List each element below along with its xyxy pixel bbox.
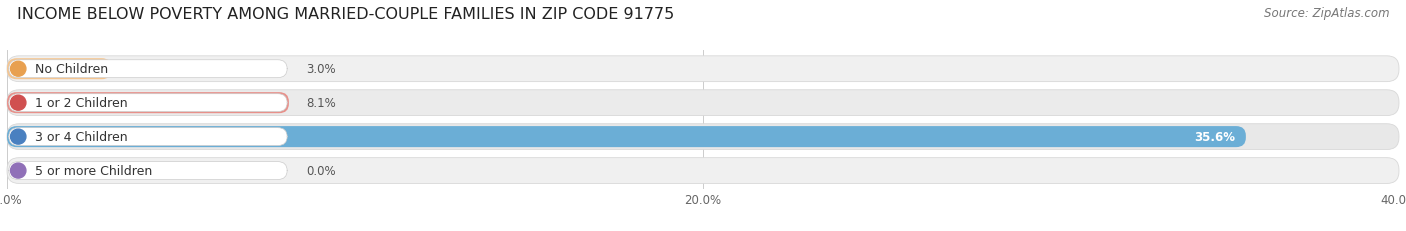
Text: 3.0%: 3.0% xyxy=(307,63,336,76)
Text: 0.0%: 0.0% xyxy=(307,164,336,177)
FancyBboxPatch shape xyxy=(8,162,287,180)
Circle shape xyxy=(10,163,25,178)
FancyBboxPatch shape xyxy=(7,59,111,80)
Circle shape xyxy=(10,130,25,145)
Text: 5 or more Children: 5 or more Children xyxy=(35,164,152,177)
FancyBboxPatch shape xyxy=(7,93,288,114)
FancyBboxPatch shape xyxy=(7,158,1399,184)
Text: 35.6%: 35.6% xyxy=(1195,131,1236,143)
Text: Source: ZipAtlas.com: Source: ZipAtlas.com xyxy=(1264,7,1389,20)
FancyBboxPatch shape xyxy=(7,127,1246,148)
FancyBboxPatch shape xyxy=(8,128,287,146)
Text: 3 or 4 Children: 3 or 4 Children xyxy=(35,131,127,143)
FancyBboxPatch shape xyxy=(7,124,1399,150)
Circle shape xyxy=(10,62,25,77)
Circle shape xyxy=(10,96,25,111)
Text: 8.1%: 8.1% xyxy=(307,97,336,110)
Text: INCOME BELOW POVERTY AMONG MARRIED-COUPLE FAMILIES IN ZIP CODE 91775: INCOME BELOW POVERTY AMONG MARRIED-COUPL… xyxy=(17,7,673,22)
Text: 1 or 2 Children: 1 or 2 Children xyxy=(35,97,127,110)
FancyBboxPatch shape xyxy=(8,94,287,112)
FancyBboxPatch shape xyxy=(7,90,1399,116)
FancyBboxPatch shape xyxy=(8,61,287,78)
FancyBboxPatch shape xyxy=(7,57,1399,82)
Text: No Children: No Children xyxy=(35,63,108,76)
